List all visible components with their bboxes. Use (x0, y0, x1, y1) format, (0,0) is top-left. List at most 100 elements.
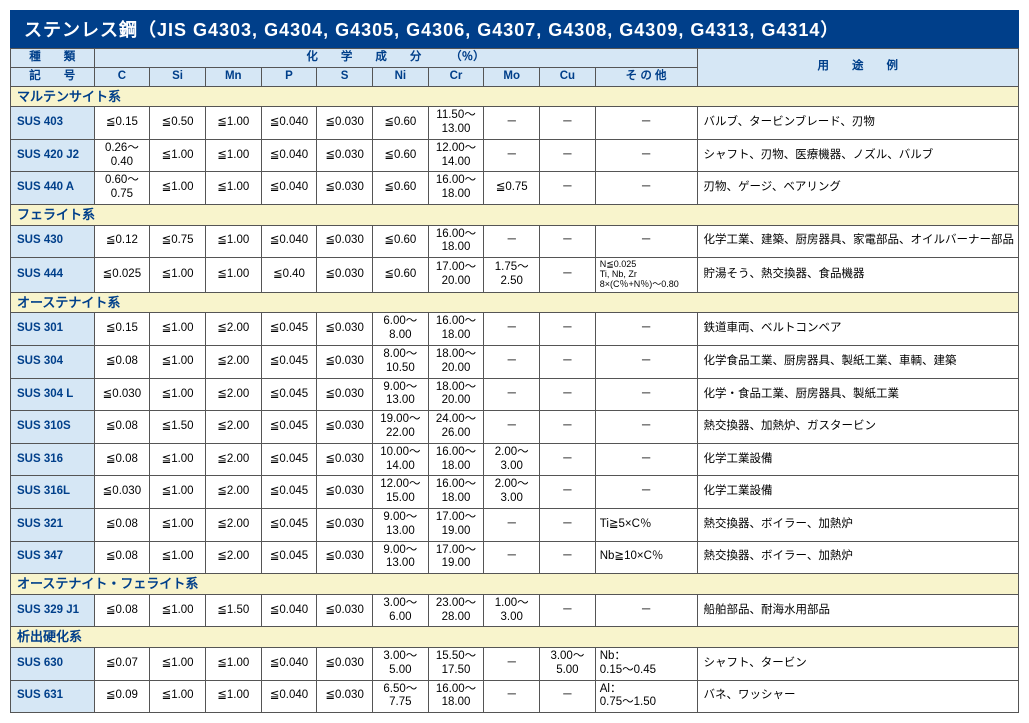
cell-si: ≦1.00 (150, 647, 206, 680)
cell-cr: 18.00～20.00 (428, 346, 484, 379)
cell-ni: 9.00～13.00 (372, 508, 428, 541)
cell-mn: ≦2.00 (205, 411, 261, 444)
table-row: SUS 403≦0.15≦0.50≦1.00≦0.040≦0.030≦0.601… (11, 107, 1019, 140)
cell-cu: － (540, 411, 596, 444)
header-ni: Ni (372, 67, 428, 86)
cell-ni: ≦0.60 (372, 258, 428, 293)
cell-si: ≦1.00 (150, 313, 206, 346)
cell-mn: ≦1.00 (205, 139, 261, 172)
cell-p: ≦0.040 (261, 139, 317, 172)
header-chem: 化 学 成 分 （％） (94, 49, 697, 68)
cell-c: ≦0.12 (94, 225, 150, 258)
cell-si: ≦1.00 (150, 680, 206, 713)
cell-s: ≦0.030 (317, 476, 373, 509)
header-s: S (317, 67, 373, 86)
cell-mo: 2.00～3.00 (484, 476, 540, 509)
cell-other: － (595, 107, 697, 140)
table-row: SUS 304≦0.08≦1.00≦2.00≦0.045≦0.0308.00～1… (11, 346, 1019, 379)
row-symbol: SUS 440 A (11, 172, 95, 205)
cell-s: ≦0.030 (317, 139, 373, 172)
cell-c: ≦0.15 (94, 313, 150, 346)
cell-p: ≦0.045 (261, 346, 317, 379)
cell-cu: － (540, 443, 596, 476)
header-usage: 用 途 例 (697, 49, 1019, 87)
cell-cu: － (540, 508, 596, 541)
cell-ni: 9.00～13.00 (372, 541, 428, 574)
cell-s: ≦0.030 (317, 172, 373, 205)
row-symbol: SUS 316L (11, 476, 95, 509)
table-row: SUS 347≦0.08≦1.00≦2.00≦0.045≦0.0309.00～1… (11, 541, 1019, 574)
cell-usage: バルブ、タービンブレード、刃物 (697, 107, 1019, 140)
cell-usage: シャフト、刃物、医療機器、ノズル、バルブ (697, 139, 1019, 172)
cell-other: － (595, 346, 697, 379)
cell-s: ≦0.030 (317, 443, 373, 476)
cell-si: ≦1.00 (150, 508, 206, 541)
cell-mn: ≦2.00 (205, 378, 261, 411)
cell-cr: 12.00～14.00 (428, 139, 484, 172)
cell-other: N≦0.025Ti, Nb, Zr8×(C％+N％)～0.80 (595, 258, 697, 293)
cell-other: Ti≧5×C％ (595, 508, 697, 541)
cell-s: ≦0.030 (317, 411, 373, 444)
header-si: Si (150, 67, 206, 86)
cell-mn: ≦1.00 (205, 172, 261, 205)
row-symbol: SUS 444 (11, 258, 95, 293)
header-cr: Cr (428, 67, 484, 86)
cell-mo: ≦0.75 (484, 172, 540, 205)
cell-si: ≦1.00 (150, 541, 206, 574)
cell-p: ≦0.040 (261, 172, 317, 205)
cell-cr: 17.00～20.00 (428, 258, 484, 293)
cell-mo: － (484, 647, 540, 680)
cell-si: ≦1.00 (150, 378, 206, 411)
group-name: 析出硬化系 (11, 627, 1019, 648)
cell-c: ≦0.07 (94, 647, 150, 680)
cell-c: ≦0.09 (94, 680, 150, 713)
header-p: P (261, 67, 317, 86)
table-row: SUS 440 A0.60～0.75≦1.00≦1.00≦0.040≦0.030… (11, 172, 1019, 205)
cell-usage: 鉄道車両、ベルトコンベア (697, 313, 1019, 346)
cell-cu: － (540, 139, 596, 172)
cell-s: ≦0.030 (317, 225, 373, 258)
cell-usage: 化学工業設備 (697, 443, 1019, 476)
group-name: オーステナイト・フェライト系 (11, 574, 1019, 595)
cell-cr: 15.50～17.50 (428, 647, 484, 680)
cell-mo: 1.75～2.50 (484, 258, 540, 293)
cell-cu: － (540, 476, 596, 509)
cell-ni: ≦0.60 (372, 107, 428, 140)
cell-p: ≦0.045 (261, 508, 317, 541)
cell-cr: 16.00～18.00 (428, 172, 484, 205)
cell-p: ≦0.045 (261, 313, 317, 346)
cell-other: － (595, 139, 697, 172)
cell-s: ≦0.030 (317, 680, 373, 713)
cell-si: ≦1.00 (150, 258, 206, 293)
cell-other: － (595, 225, 697, 258)
header-kind: 種 類 (11, 49, 95, 68)
cell-p: ≦0.045 (261, 443, 317, 476)
cell-mo: － (484, 107, 540, 140)
cell-cu: － (540, 346, 596, 379)
cell-si: ≦1.00 (150, 346, 206, 379)
header-mn: Mn (205, 67, 261, 86)
cell-mo: － (484, 225, 540, 258)
cell-c: 0.60～0.75 (94, 172, 150, 205)
cell-cu: － (540, 258, 596, 293)
cell-cr: 16.00～18.00 (428, 443, 484, 476)
cell-cr: 17.00～19.00 (428, 541, 484, 574)
row-symbol: SUS 329 J1 (11, 594, 95, 627)
cell-c: 0.26～0.40 (94, 139, 150, 172)
cell-cr: 18.00～20.00 (428, 378, 484, 411)
cell-s: ≦0.030 (317, 107, 373, 140)
table-row: SUS 420 J20.26～0.40≦1.00≦1.00≦0.040≦0.03… (11, 139, 1019, 172)
cell-mn: ≦1.00 (205, 107, 261, 140)
cell-mo: － (484, 378, 540, 411)
cell-si: ≦1.00 (150, 139, 206, 172)
cell-si: ≦1.00 (150, 443, 206, 476)
cell-other: Nb≧10×C％ (595, 541, 697, 574)
cell-other: － (595, 443, 697, 476)
group-name: オーステナイト系 (11, 292, 1019, 313)
cell-cu: － (540, 594, 596, 627)
table-row: SUS 304 L≦0.030≦1.00≦2.00≦0.045≦0.0309.0… (11, 378, 1019, 411)
table-row: SUS 321≦0.08≦1.00≦2.00≦0.045≦0.0309.00～1… (11, 508, 1019, 541)
group-name: フェライト系 (11, 204, 1019, 225)
group-header: フェライト系 (11, 204, 1019, 225)
cell-cu: 3.00～5.00 (540, 647, 596, 680)
